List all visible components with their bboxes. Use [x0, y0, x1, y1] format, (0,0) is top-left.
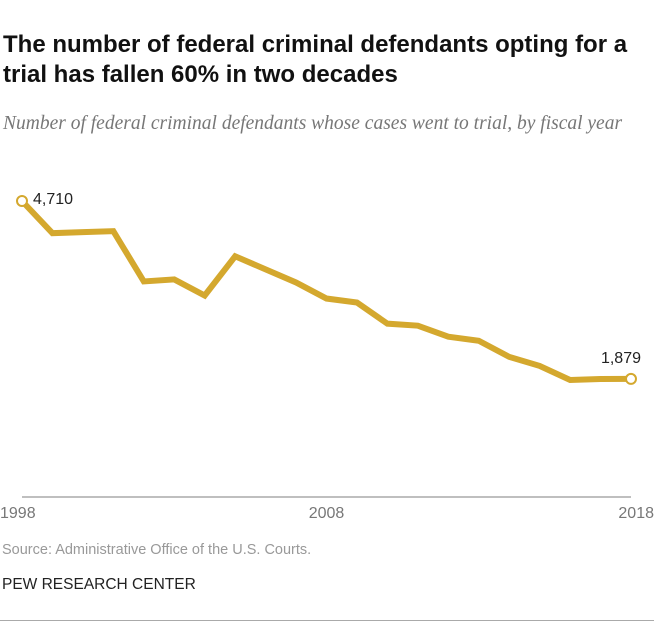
x-tick-label: 2018: [618, 505, 654, 522]
endpoint-marker: [625, 372, 637, 385]
source-note: Source: Administrative Office of the U.S…: [2, 542, 312, 558]
data-label: 4,710: [33, 191, 73, 208]
line-chart: 1998 2008 2018 4,710 1,879: [0, 191, 654, 522]
endpoint-marker: [16, 195, 28, 207]
chart-title: The number of federal criminal defendant…: [3, 31, 628, 88]
data-series-line: [19, 198, 632, 384]
data-label: 1,879: [601, 350, 641, 367]
x-tick-label: 1998: [0, 505, 36, 522]
bottom-divider: [0, 620, 654, 621]
x-tick-label: 2008: [309, 505, 345, 522]
brand-label: PEW RESEARCH CENTER: [2, 576, 196, 593]
chart-subtitle: Number of federal criminal defendants wh…: [3, 113, 623, 134]
